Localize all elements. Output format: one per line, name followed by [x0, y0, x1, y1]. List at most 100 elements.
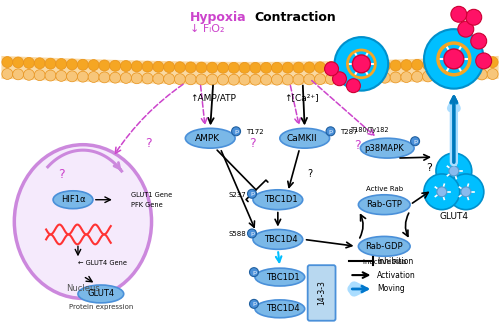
Circle shape [466, 69, 476, 80]
Circle shape [218, 62, 228, 73]
Circle shape [476, 57, 488, 68]
Circle shape [248, 229, 256, 238]
Text: Active Rab: Active Rab [366, 186, 403, 192]
Text: Rab-GDP: Rab-GDP [366, 242, 403, 251]
Circle shape [380, 72, 390, 83]
Circle shape [368, 61, 380, 72]
Circle shape [347, 73, 358, 84]
Text: T180/Ty182: T180/Ty182 [352, 127, 390, 133]
Circle shape [282, 62, 293, 73]
Circle shape [232, 127, 240, 136]
Text: p: p [328, 129, 332, 134]
Text: PFK Gene: PFK Gene [130, 202, 162, 208]
Circle shape [78, 59, 88, 70]
Circle shape [444, 70, 455, 81]
Circle shape [164, 73, 174, 84]
Circle shape [142, 61, 153, 72]
Text: TBC1D1: TBC1D1 [264, 195, 298, 204]
Circle shape [401, 72, 412, 82]
Circle shape [304, 74, 315, 85]
Circle shape [24, 58, 34, 68]
Circle shape [487, 69, 498, 79]
Text: GLUT1 Gene: GLUT1 Gene [130, 192, 172, 198]
Circle shape [174, 74, 186, 85]
Text: HIF1α: HIF1α [60, 195, 85, 204]
Ellipse shape [253, 229, 302, 249]
Text: ?: ? [307, 169, 312, 179]
Circle shape [451, 6, 467, 22]
Circle shape [56, 59, 66, 69]
Text: CaMKII: CaMKII [286, 134, 317, 143]
Circle shape [196, 62, 207, 73]
Circle shape [272, 74, 282, 85]
Circle shape [346, 79, 360, 92]
Circle shape [282, 74, 293, 85]
Circle shape [304, 62, 315, 73]
Circle shape [174, 62, 186, 73]
Circle shape [88, 72, 99, 82]
Circle shape [401, 60, 412, 71]
Circle shape [455, 70, 466, 81]
Circle shape [78, 71, 88, 82]
Text: ?: ? [146, 137, 152, 150]
Circle shape [487, 57, 498, 68]
Ellipse shape [53, 191, 93, 209]
Text: TBC1D4: TBC1D4 [266, 304, 300, 313]
Ellipse shape [280, 128, 330, 148]
Text: TBC1D4: TBC1D4 [264, 235, 298, 244]
Text: S237: S237 [228, 192, 246, 198]
Text: ?: ? [354, 139, 360, 152]
Circle shape [324, 62, 338, 76]
Circle shape [228, 74, 239, 85]
Circle shape [110, 72, 120, 83]
Circle shape [196, 74, 207, 85]
Circle shape [66, 71, 78, 82]
Text: ?: ? [426, 163, 432, 173]
Text: GLUT4: GLUT4 [440, 212, 468, 221]
Text: TBC1D1: TBC1D1 [266, 273, 300, 282]
Text: T172: T172 [246, 129, 264, 135]
Circle shape [250, 268, 258, 277]
Circle shape [45, 58, 56, 69]
Circle shape [56, 70, 66, 81]
Circle shape [471, 33, 486, 49]
Circle shape [347, 61, 358, 72]
Circle shape [380, 60, 390, 71]
Circle shape [34, 70, 45, 81]
Circle shape [207, 74, 218, 85]
Ellipse shape [358, 237, 410, 256]
Text: Nucleus: Nucleus [66, 284, 100, 293]
Circle shape [272, 62, 282, 73]
Circle shape [390, 60, 401, 71]
Text: Moving: Moving [378, 284, 405, 293]
Circle shape [410, 137, 420, 146]
Circle shape [314, 74, 326, 85]
Circle shape [412, 71, 422, 82]
Circle shape [260, 74, 272, 85]
Circle shape [250, 62, 261, 73]
Circle shape [120, 61, 132, 71]
Circle shape [434, 71, 444, 81]
Text: Hypoxia: Hypoxia [190, 11, 246, 24]
Ellipse shape [255, 268, 304, 286]
Text: Inhibition: Inhibition [378, 257, 414, 266]
Ellipse shape [255, 300, 304, 318]
Text: p: p [252, 270, 256, 275]
Circle shape [45, 70, 56, 81]
Circle shape [314, 62, 326, 73]
Circle shape [458, 21, 474, 37]
Text: Rab-GTP: Rab-GTP [366, 200, 402, 209]
PathPatch shape [2, 56, 498, 85]
Ellipse shape [14, 145, 151, 298]
Circle shape [448, 174, 484, 210]
Circle shape [434, 59, 444, 70]
Circle shape [293, 74, 304, 85]
Circle shape [239, 62, 250, 73]
Circle shape [110, 60, 120, 71]
Circle shape [334, 37, 388, 91]
Text: p: p [250, 231, 254, 236]
Circle shape [185, 62, 196, 73]
Circle shape [436, 153, 472, 189]
Text: GLUT4: GLUT4 [88, 289, 115, 298]
Circle shape [336, 61, 347, 72]
